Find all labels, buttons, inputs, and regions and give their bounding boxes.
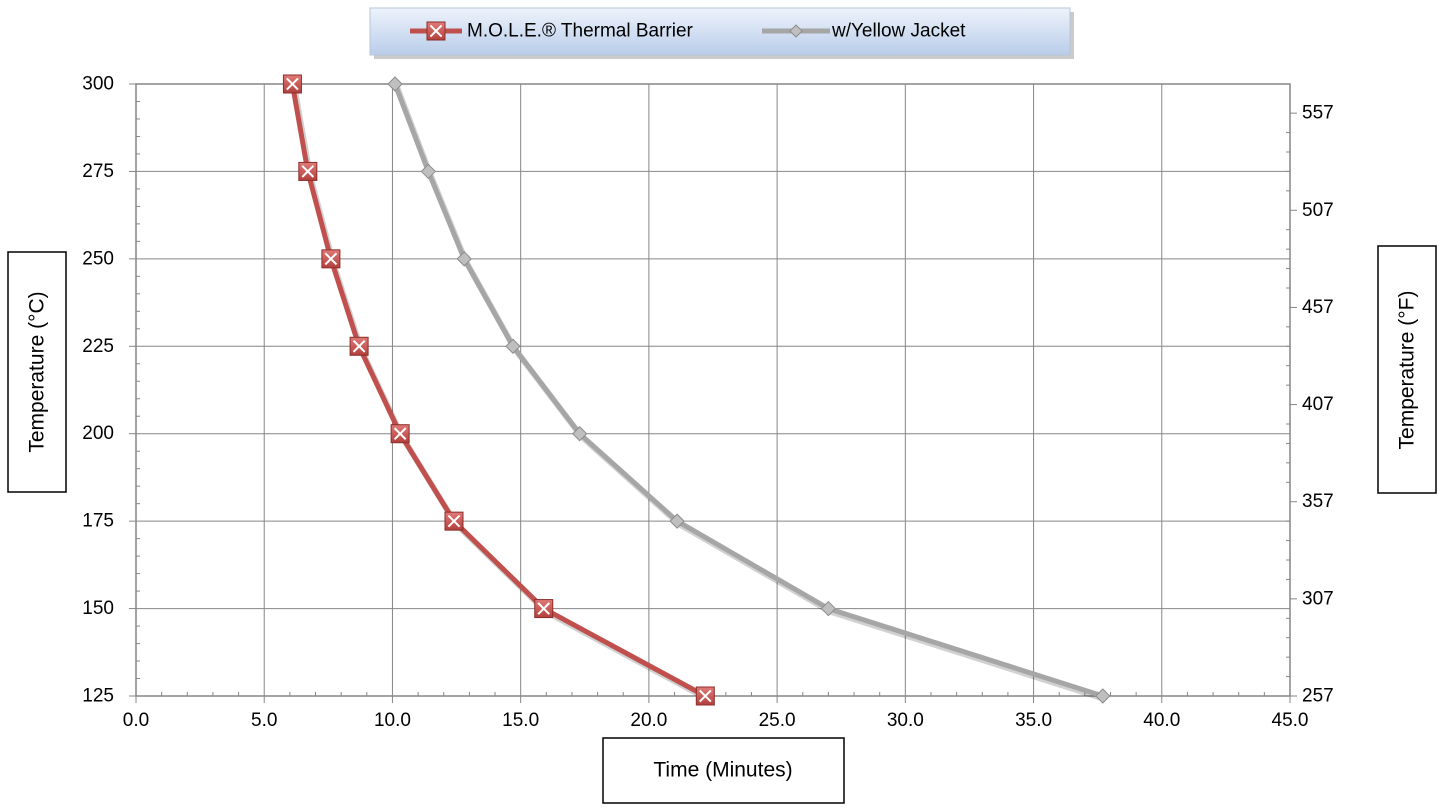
y-tick-labels: 125 150 175 200 225 250 275 300: [82, 74, 114, 707]
series-line: [392, 81, 1106, 699]
y2-axis-title: Temperature (°F): [1396, 291, 1419, 450]
legend-item-1: M.O.L.E.® Thermal Barrier: [410, 21, 694, 42]
legend: M.O.L.E.® Thermal Barrier w/Yellow Jacket: [369, 7, 1074, 59]
legend-swatch-marker: [789, 24, 803, 38]
x-tick-label: 5.0: [251, 710, 277, 731]
y-tick-label: 250: [82, 248, 114, 269]
y-tick-label: 300: [82, 74, 114, 95]
data-point: [695, 686, 715, 706]
x-tick-label: 15.0: [502, 710, 539, 731]
x-tick-labels: 0.0 5.0 10.0 15.0 20.0 25.0 30.0 35.0 40.0 45.0: [123, 710, 1309, 731]
series-line-shadow: [394, 85, 1106, 702]
y-tick-label: 125: [82, 686, 114, 707]
data-point: [420, 163, 437, 180]
x-tick-label: 45.0: [1272, 710, 1309, 731]
y-tick-label: 225: [82, 336, 114, 357]
y2-tick-label: 507: [1302, 200, 1334, 221]
data-point: [669, 513, 685, 529]
legend-box: [369, 7, 1071, 56]
data-point: [298, 161, 318, 181]
y-tick-label: 175: [82, 511, 114, 532]
x-tick-label: 25.0: [759, 710, 796, 731]
legend-item-2: w/Yellow Jacket: [762, 21, 966, 42]
y2-tick-label: 407: [1302, 394, 1334, 415]
data-point: [505, 338, 521, 354]
data-point: [456, 251, 472, 267]
legend-label: w/Yellow Jacket: [831, 21, 966, 42]
series-1: [282, 74, 715, 706]
y-tick-label: 200: [82, 423, 114, 444]
y2-tick-label: 357: [1302, 491, 1334, 512]
x-tick-label: 10.0: [374, 710, 411, 731]
data-point: [321, 249, 341, 269]
data-point: [1095, 688, 1111, 704]
x-tick-label: 40.0: [1143, 710, 1180, 731]
series-line: [289, 81, 708, 699]
data-point: [820, 600, 837, 617]
y-tick-label: 275: [82, 161, 114, 182]
legend-swatch-marker: [426, 21, 446, 41]
x-tick-label: 0.0: [123, 710, 149, 731]
legend-label: M.O.L.E.® Thermal Barrier: [467, 21, 694, 42]
y-axis-title: Temperature (°C): [26, 291, 49, 452]
x-tick-label: 35.0: [1015, 710, 1052, 731]
y2-tick-labels: 257 307 357 407 457 507 557: [1302, 103, 1334, 707]
series-line-shadow: [291, 86, 709, 702]
y2-tick-label: 557: [1302, 103, 1334, 124]
y-tick-label: 150: [82, 598, 114, 619]
y2-tick-label: 307: [1302, 588, 1334, 609]
data-point: [444, 511, 464, 531]
data-point: [282, 74, 302, 94]
y2-axis-title-box: Temperature (°F): [1377, 245, 1437, 494]
x-axis-title: Time (Minutes): [653, 759, 792, 782]
data-point: [349, 336, 369, 356]
series-2: [387, 76, 1111, 704]
x-axis-title-box: Time (Minutes): [602, 737, 845, 804]
data-point: [387, 76, 403, 92]
y2-tick-label: 257: [1302, 686, 1334, 707]
y-axis-title-box: Temperature (°C): [7, 251, 67, 493]
data-point: [571, 426, 588, 442]
data-point: [390, 424, 410, 444]
y2-tick-label: 457: [1302, 297, 1334, 318]
series-layer: [282, 74, 1111, 706]
x-tick-label: 20.0: [630, 710, 667, 731]
x-tick-label: 30.0: [887, 710, 924, 731]
data-point: [534, 599, 554, 619]
minor-ticks: [129, 83, 1297, 703]
